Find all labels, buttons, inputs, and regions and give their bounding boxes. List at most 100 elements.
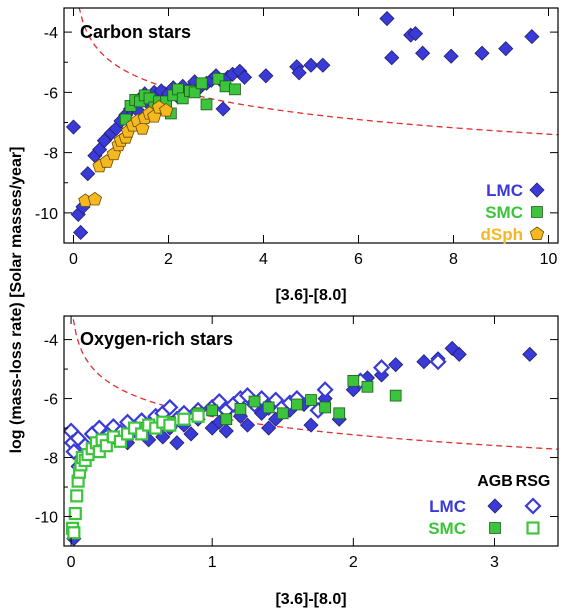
oxygen-y-tick-label: -8 [44, 451, 58, 468]
carbon-point-lmc [379, 10, 395, 27]
oxygen-x-tick-label: 2 [349, 554, 358, 571]
carbon-y-tick-label: -4 [44, 25, 58, 42]
carbon-y-tick-label: -8 [44, 146, 58, 163]
carbon-stars-panel: 0 2 4 6 8 10 -10 -8 -6 -4 Carbon stars [3.6]-[8.0… [35, 7, 559, 304]
oxygen-x-tick-label: 3 [490, 554, 499, 571]
carbon-legend-marker-smc [531, 206, 543, 218]
carbon-point-lmc [303, 57, 319, 73]
oxygen-point-lmc-rsg [373, 359, 391, 377]
oxygen-point-smc-agb [276, 407, 289, 420]
oxygen-point-smc-agb [234, 403, 247, 415]
carbon-point-smc [200, 98, 213, 111]
oxygen-panel-title: Oxygen-rich stars [80, 329, 233, 349]
oxygen-point-smc-rsg [163, 418, 177, 432]
oxygen-point-smc-agb [347, 375, 360, 387]
oxygen-point-smc-rsg [67, 526, 81, 540]
oxygen-point-smc-rsg [113, 434, 128, 448]
oxygen-point-smc-rsg [177, 412, 191, 426]
oxygen-point-smc-agb [305, 394, 317, 406]
oxygen-legend-agb-marker [487, 498, 503, 514]
carbon-fit-curve [78, 8, 558, 136]
carbon-point-smc [212, 72, 225, 85]
oxygen-point-lmc-agb [451, 346, 467, 362]
oxygen-legend-label: LMC [429, 497, 466, 516]
oxygen-data-points [64, 340, 538, 546]
oxygen-x-axis-label: [3.6]-[8.0] [275, 591, 346, 608]
carbon-x-tick-label: 8 [449, 251, 458, 268]
oxygen-point-smc-agb [291, 398, 303, 411]
oxygen-point-lmc-rsg [429, 353, 447, 371]
carbon-point-lmc [80, 166, 96, 182]
carbon-legend-marker-lmc [529, 182, 545, 198]
carbon-legend-label: LMC [486, 181, 523, 200]
oxygen-legend-header: RSG [516, 473, 551, 490]
oxygen-legend-header: AGB [477, 473, 513, 490]
oxygen-point-smc-rsg [70, 489, 84, 503]
oxygen-y-tick-label: -6 [44, 392, 58, 409]
carbon-point-lmc [407, 26, 424, 42]
oxygen-y-tick-label: -4 [44, 333, 58, 350]
carbon-plot-frame [63, 7, 559, 244]
oxygen-point-smc-rsg [191, 409, 205, 423]
carbon-point-lmc [384, 50, 400, 66]
oxygen-stars-panel: 0 1 2 3 -10 -8 -6 -4 Oxygen-rich stars [3.6]-[8… [35, 315, 559, 608]
carbon-point-lmc [291, 65, 307, 81]
carbon-point-dsph [158, 102, 174, 117]
carbon-point-lmc [524, 29, 540, 45]
oxygen-point-smc-agb [248, 395, 261, 408]
carbon-x-tick-label: 2 [164, 251, 173, 268]
carbon-legend-label: dSph [481, 225, 524, 244]
carbon-point-lmc [415, 45, 431, 61]
oxygen-legend: AGB RSG LMC SMC [428, 473, 550, 538]
carbon-panel-title: Carbon stars [80, 22, 191, 42]
carbon-axis-ticks: 0 2 4 6 8 10 -10 -8 -6 -4 [35, 8, 558, 268]
carbon-point-smc [229, 83, 241, 96]
carbon-point-lmc [73, 224, 89, 241]
carbon-x-tick-label: 4 [259, 251, 268, 268]
carbon-point-lmc [65, 119, 82, 135]
carbon-point-lmc [215, 101, 231, 117]
carbon-point-lmc [443, 48, 459, 64]
oxygen-point-lmc-agb [169, 435, 185, 451]
oxygen-point-smc-rsg [68, 507, 82, 521]
carbon-x-tick-label: 6 [354, 251, 363, 268]
oxygen-point-lmc-agb [261, 420, 277, 436]
carbon-point-smc [195, 77, 208, 90]
oxygen-point-lmc-agb [388, 357, 404, 373]
oxygen-legend-label: SMC [428, 519, 466, 538]
carbon-data-points [65, 10, 540, 241]
oxygen-y-tick-label: -10 [35, 510, 58, 527]
oxygen-point-smc-agb [389, 389, 402, 402]
oxygen-legend-rsg-marker [526, 521, 540, 535]
carbon-point-smc [188, 86, 201, 99]
oxygen-point-lmc-agb [522, 346, 538, 362]
carbon-point-lmc [315, 57, 331, 73]
carbon-y-tick-label: -6 [44, 85, 58, 102]
carbon-legend-marker-dsph [529, 226, 545, 241]
oxygen-point-smc-rsg [135, 427, 149, 441]
oxygen-point-lmc-agb [183, 426, 199, 442]
oxygen-point-smc-agb [361, 380, 374, 393]
oxygen-axis-ticks: 0 1 2 3 -10 -8 -6 -4 [35, 316, 558, 571]
oxygen-x-tick-label: 1 [208, 554, 217, 571]
carbon-x-axis-label: [3.6]-[8.0] [275, 287, 346, 304]
oxygen-point-smc-agb [262, 401, 275, 414]
oxygen-legend-agb-marker [489, 522, 501, 534]
carbon-point-lmc [258, 68, 274, 84]
oxygen-point-lmc-rsg [161, 398, 179, 416]
carbon-y-tick-label: -10 [35, 206, 58, 223]
y-axis-label: log (mass-loss rate) [Solar masses/year] [8, 147, 25, 454]
oxygen-point-smc-agb [206, 404, 219, 417]
carbon-x-tick-label: 0 [69, 251, 78, 268]
carbon-point-lmc [236, 69, 253, 85]
carbon-point-lmc [498, 41, 514, 57]
oxygen-plot-frame [63, 315, 559, 547]
oxygen-x-tick-label: 0 [67, 554, 76, 571]
carbon-fit-line [78, 8, 558, 136]
oxygen-point-smc-agb [333, 407, 346, 420]
oxygen-point-lmc-agb [416, 354, 432, 370]
oxygen-point-lmc-rsg [316, 381, 334, 399]
carbon-point-lmc [474, 45, 490, 61]
carbon-legend: LMC SMC dSph [481, 181, 545, 244]
